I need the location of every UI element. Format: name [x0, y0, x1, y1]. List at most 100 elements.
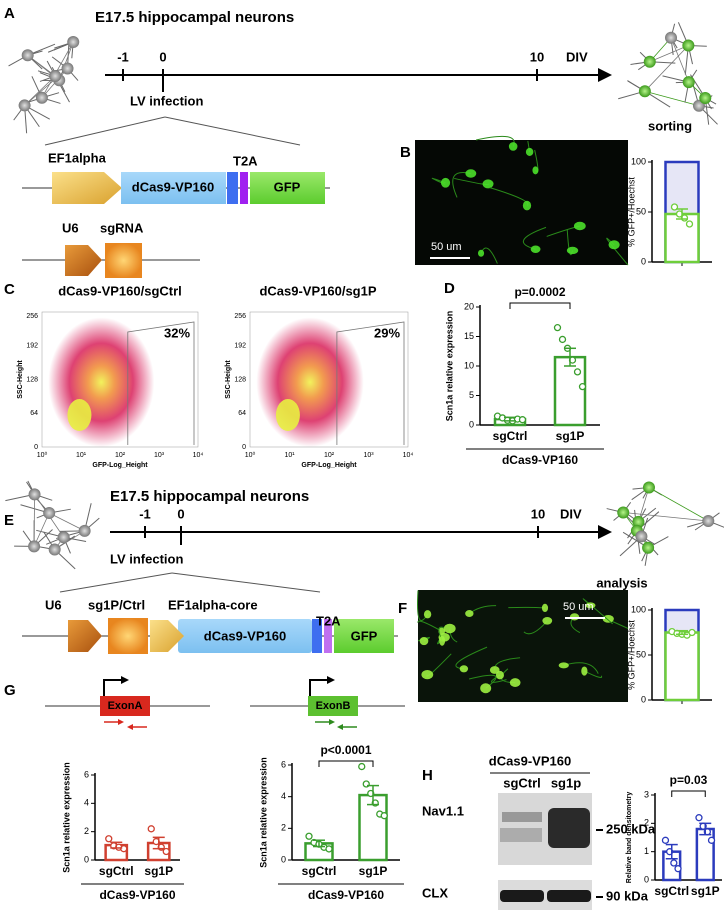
soma — [702, 514, 715, 527]
soma — [642, 541, 655, 554]
x-tick-label: sg1P — [144, 864, 173, 878]
tss-arrow — [103, 679, 122, 696]
significance-bracket — [671, 790, 706, 797]
y-tick-label: 6 — [281, 759, 286, 769]
y-tick-label: 20 — [464, 301, 474, 311]
significance-bracket — [509, 302, 571, 309]
flow-ytick: 256 — [234, 313, 246, 320]
flow-xtick: 10² — [115, 452, 126, 459]
y-tick-label: 50 — [636, 206, 646, 216]
gate — [127, 321, 195, 445]
flow-ytick: 64 — [238, 410, 246, 417]
y-tick-label: 2 — [281, 823, 286, 833]
flow-xtick: 10² — [324, 452, 335, 459]
soma — [35, 91, 48, 104]
header: E17.5 hippocampal neurons — [95, 9, 294, 26]
y-tick-label: 4 — [84, 798, 89, 808]
promoter-label: EF1alpha-core — [168, 597, 258, 612]
gfp-label: GFP — [351, 628, 378, 643]
group-label: dCas9-VP160 — [308, 888, 384, 902]
arrowhead — [327, 676, 335, 684]
flow-ytick: 64 — [30, 410, 38, 417]
soma — [642, 481, 655, 494]
flow-ytick: 0 — [34, 444, 38, 451]
soma — [632, 515, 645, 528]
blot-band — [547, 890, 591, 902]
endpoint-label: sorting — [648, 118, 692, 133]
bar — [664, 212, 700, 264]
data-point — [358, 762, 366, 771]
promoter — [52, 172, 122, 204]
cell — [459, 665, 469, 673]
event-core — [275, 399, 300, 431]
arrowhead — [598, 525, 612, 539]
panel-label: D — [444, 280, 455, 297]
neurite — [623, 512, 709, 522]
exon-label: ExonB — [316, 700, 351, 712]
decorations — [5, 22, 724, 570]
y-tick-label: 100 — [631, 156, 646, 166]
neurite — [644, 45, 689, 92]
data-point — [558, 335, 567, 344]
panel-label: B — [400, 144, 411, 161]
size-label: 90 kDa — [606, 888, 649, 903]
soma — [18, 99, 31, 112]
blot-band — [500, 828, 542, 842]
x-tick-label: sgCtrl — [302, 864, 337, 878]
cell — [489, 666, 500, 674]
neurite — [417, 620, 442, 632]
cell — [585, 602, 596, 609]
exon-box — [308, 696, 358, 716]
soma — [61, 62, 74, 75]
plot-title: dCas9-VP160/sgCtrl — [58, 283, 182, 298]
cell — [525, 147, 534, 156]
scale-label: 50 um — [563, 601, 594, 613]
data-point — [661, 836, 670, 844]
x-tick-label: sg1P — [359, 864, 388, 878]
guide-label: sg1P/Ctrl — [88, 597, 145, 612]
data-point — [380, 812, 388, 820]
soma — [48, 543, 61, 556]
bar — [695, 827, 715, 882]
flow-xtick: 10³ — [154, 452, 165, 459]
timeline-unit: DIV — [566, 49, 588, 64]
y-axis-label: Relative band densitometry — [626, 792, 633, 884]
primer-head — [329, 719, 335, 725]
y-axis-label: % GFP+/Hoechst — [626, 177, 636, 247]
data-point — [553, 323, 562, 332]
cell — [439, 635, 446, 646]
x-tick-label: sgCtrl — [493, 429, 528, 443]
neurite — [644, 90, 700, 107]
soma — [699, 91, 712, 104]
flow-xtick: 10¹ — [76, 452, 87, 459]
data-point — [695, 814, 703, 822]
cell — [542, 617, 553, 625]
arrowhead — [121, 676, 129, 684]
lane-label: sg1p — [551, 775, 581, 790]
nls-box — [227, 172, 238, 204]
guide-box — [108, 618, 148, 654]
flow-ytick: 128 — [234, 376, 246, 383]
bar — [358, 793, 388, 862]
flow-ytick: 256 — [26, 313, 38, 320]
y-axis-label: Scn1a relative expression — [61, 762, 71, 873]
group-label: dCas9-VP160 — [502, 453, 578, 467]
cell — [532, 166, 539, 175]
soma — [28, 540, 41, 553]
timeline-label: 0 — [159, 49, 166, 64]
y-tick-label: 10 — [464, 360, 474, 370]
micrograph — [417, 590, 629, 702]
data-point — [688, 628, 696, 637]
gate-label: 29% — [374, 325, 400, 340]
soma — [682, 76, 695, 89]
cell — [541, 603, 549, 613]
data-point — [162, 847, 170, 856]
cell — [443, 623, 456, 634]
flow-xtick: 10¹ — [284, 452, 295, 459]
cell — [608, 240, 620, 250]
soma — [28, 488, 41, 501]
soma — [49, 70, 62, 83]
flow-xtick: 10⁰ — [245, 451, 256, 459]
